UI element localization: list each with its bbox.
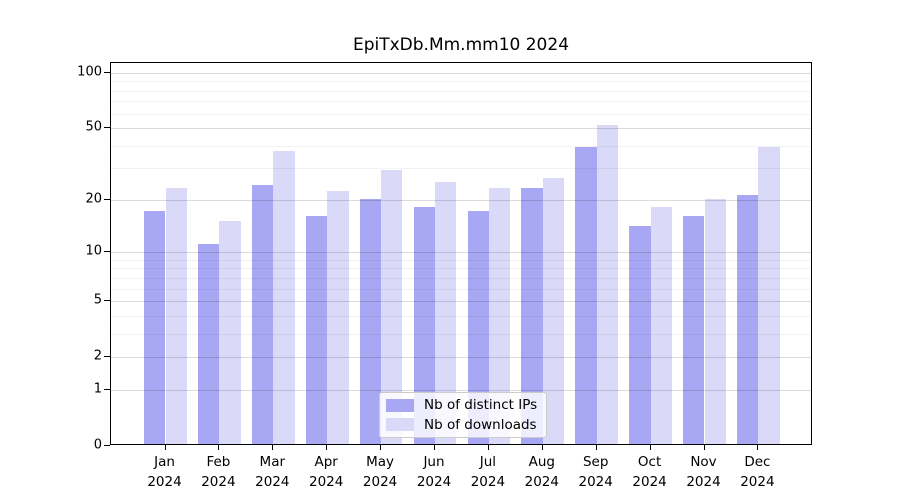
- y-axis-tick: [104, 251, 110, 253]
- bar-downloads-nov: [704, 198, 726, 444]
- y-axis-tick-label: 5: [93, 292, 102, 308]
- legend: Nb of distinct IPs Nb of downloads: [379, 392, 547, 438]
- bar-distinct-ips-jan: [144, 211, 166, 444]
- bar-downloads-sep: [596, 125, 619, 444]
- x-axis-tick-label-oct: Oct 2024: [632, 454, 667, 491]
- x-axis-tick-label-aug: Aug 2024: [524, 454, 559, 491]
- bar-distinct-ips-oct: [629, 226, 651, 444]
- x-axis-tick-label-nov: Nov 2024: [686, 454, 721, 491]
- chart-title: EpiTxDb.Mm.mm10 2024: [352, 35, 570, 55]
- x-axis-tick: [434, 445, 435, 450]
- y-axis-tick-label: 50: [85, 119, 102, 135]
- x-axis-tick: [218, 445, 220, 450]
- y-gridline-major: [111, 128, 811, 130]
- y-gridline-major: [111, 252, 811, 254]
- y-axis-tick-label: 2: [93, 348, 102, 364]
- y-axis-tick: [104, 445, 110, 446]
- x-axis-tick-label-mar: Mar 2024: [255, 454, 290, 491]
- bar-distinct-ips-mar: [251, 184, 274, 444]
- bar-downloads-mar: [273, 150, 295, 444]
- bar-distinct-ips-aug: [521, 188, 543, 444]
- x-axis-tick: [380, 445, 382, 450]
- bar-downloads-apr: [327, 191, 349, 444]
- x-axis-tick: [164, 445, 166, 450]
- x-axis-tick-label-sep: Sep 2024: [578, 454, 613, 491]
- y-gridline-minor: [111, 333, 811, 335]
- bar-downloads-oct: [650, 206, 672, 444]
- x-axis-tick-label-jun: Jun 2024: [416, 454, 452, 491]
- y-axis-tick-label: 0: [93, 437, 102, 453]
- y-gridline-minor: [111, 168, 811, 170]
- bar-distinct-ips-feb: [198, 244, 220, 444]
- x-axis-tick: [272, 445, 274, 450]
- bar-downloads-jan: [165, 188, 187, 444]
- x-axis-tick-label-jul: Jul 2024: [470, 454, 506, 491]
- bar-distinct-ips-dec: [737, 195, 759, 444]
- y-axis-tick-label: 1: [93, 381, 102, 397]
- bar-downloads-jun: [435, 181, 457, 444]
- y-axis-tick: [104, 71, 110, 73]
- bar-distinct-ips-sep: [575, 146, 597, 444]
- bar-distinct-ips-jun: [413, 206, 435, 444]
- y-gridline-minor: [111, 90, 811, 92]
- legend-label-distinct-ips: Nb of distinct IPs: [424, 397, 538, 414]
- y-gridline-minor: [111, 81, 811, 83]
- plot-area: Nb of distinct IPs Nb of downloads: [110, 62, 812, 445]
- x-axis-tick: [703, 445, 705, 450]
- y-gridline-minor: [111, 277, 811, 279]
- legend-item-distinct-ips: Nb of distinct IPs: [386, 397, 540, 414]
- bar-downloads-may: [381, 169, 403, 444]
- legend-item-downloads: Nb of downloads: [386, 417, 540, 434]
- x-axis-tick-label-dec: Dec 2024: [740, 454, 775, 491]
- bar-downloads-dec: [758, 146, 780, 444]
- bar-distinct-ips-apr: [305, 215, 328, 444]
- x-axis-tick-label-feb: Feb 2024: [201, 454, 236, 491]
- y-axis-tick: [104, 388, 110, 390]
- y-axis-tick: [104, 356, 110, 358]
- y-gridline-minor: [111, 288, 811, 290]
- y-axis-tick: [104, 198, 110, 200]
- y-gridline-minor: [111, 101, 811, 103]
- x-axis-tick-label-jan: Jan 2024: [147, 454, 182, 491]
- y-gridline-major: [111, 301, 811, 303]
- y-axis-tick-label: 20: [85, 191, 102, 207]
- y-gridline-minor: [111, 259, 811, 261]
- x-axis-tick: [541, 445, 543, 450]
- legend-swatch-downloads: [386, 418, 414, 432]
- bar-downloads-jul: [488, 188, 511, 444]
- y-axis-tick-label: 10: [85, 243, 102, 259]
- bar-distinct-ips-may: [359, 198, 382, 444]
- y-gridline-major: [111, 72, 811, 74]
- x-axis-tick: [649, 445, 651, 450]
- bar-distinct-ips-jul: [467, 211, 489, 444]
- y-gridline-minor: [111, 145, 811, 147]
- y-axis-tick: [104, 300, 110, 302]
- x-axis-tick-label-may: May 2024: [362, 454, 398, 491]
- bar-downloads-aug: [542, 178, 565, 444]
- y-gridline-major: [111, 357, 811, 359]
- bar-distinct-ips-nov: [683, 215, 705, 444]
- y-axis-tick-label: 100: [77, 64, 102, 80]
- x-axis-tick: [326, 445, 328, 450]
- y-gridline-minor: [111, 268, 811, 270]
- x-axis-tick: [595, 445, 597, 450]
- x-axis-tick-label-apr: Apr 2024: [309, 454, 344, 491]
- legend-label-downloads: Nb of downloads: [424, 416, 537, 433]
- legend-swatch-distinct-ips: [386, 398, 414, 412]
- y-gridline-major: [111, 199, 811, 201]
- y-axis-tick: [104, 127, 110, 129]
- y-gridline-minor: [111, 315, 811, 317]
- x-axis-tick: [487, 445, 489, 450]
- y-gridline-minor: [111, 113, 811, 115]
- x-axis-tick: [757, 445, 759, 450]
- bar-downloads-feb: [219, 220, 241, 444]
- y-gridline-major: [111, 389, 811, 391]
